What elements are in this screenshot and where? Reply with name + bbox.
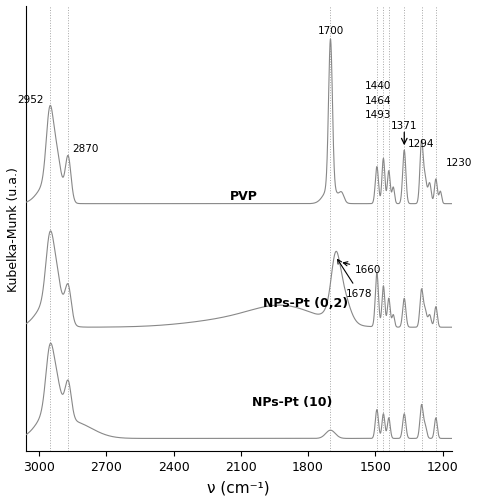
Text: NPs-Pt (10): NPs-Pt (10): [252, 395, 332, 408]
Text: 1440: 1440: [365, 81, 391, 91]
Text: PVP: PVP: [229, 189, 257, 202]
Text: 1493: 1493: [364, 110, 391, 120]
Text: 1660: 1660: [343, 262, 382, 274]
Text: 1230: 1230: [446, 157, 472, 167]
Y-axis label: Kubelka-Munk (u.a.): Kubelka-Munk (u.a.): [7, 167, 20, 291]
Text: 1464: 1464: [364, 96, 391, 106]
Text: 2870: 2870: [72, 144, 99, 154]
X-axis label: ν (cm⁻¹): ν (cm⁻¹): [207, 479, 270, 494]
Text: 1700: 1700: [317, 26, 344, 36]
Text: 1294: 1294: [408, 139, 435, 149]
Text: 1371: 1371: [391, 120, 418, 130]
Text: 1678: 1678: [337, 260, 372, 299]
Text: 2952: 2952: [17, 95, 44, 105]
Text: NPs-Pt (0,2): NPs-Pt (0,2): [263, 297, 348, 310]
